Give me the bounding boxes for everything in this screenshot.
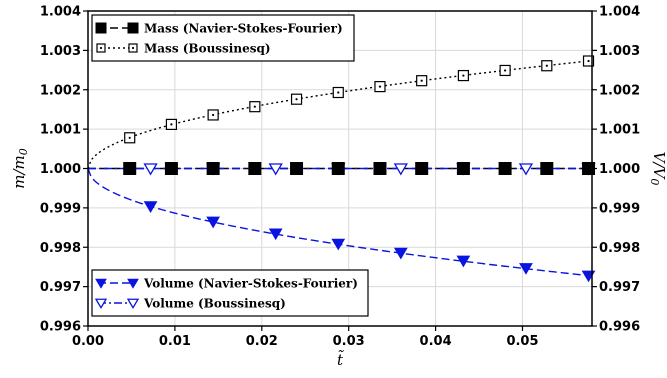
series-2-point-4 [393,247,408,260]
legend-marker-1-0-b [127,278,139,289]
y-right-tick-label-3: 0.999 [599,201,640,216]
x-tick-label-1: 0.01 [159,334,191,349]
legends: Mass (Navier-Stokes-Fourier) Mass (Boussi… [91,14,369,317]
legend-marker-0-0-b [127,22,139,34]
y-left-tick-label-3: 0.999 [40,201,81,216]
series-1-point-7 [416,75,428,87]
legend-label-0-1: Mass (Boussinesq) [144,42,271,56]
y-axis-left-title-sub: 0 [17,148,30,155]
series-0-point-9 [498,162,512,175]
series-0-point-4 [290,162,304,175]
y-axis-right-title-sub: 0 [648,178,661,185]
legend-marker-1-1-a [94,298,108,310]
x-tick-label-3: 0.03 [333,334,365,349]
y-right-tick-label-6: 1.002 [599,83,640,98]
series-3-point-0 [143,163,158,176]
series-0-point-7 [415,162,429,175]
x-tick-label-2: 0.02 [246,334,278,349]
ticks: 0.00 0.01 0.02 0.03 0.04 0.05 0.996 0.996 0.997 0… [40,5,640,350]
legend-marker-0-1-a [96,43,106,53]
x-axis-title: t̃ [337,350,344,369]
series-0-point-6 [373,162,387,175]
legend-label-1-0: Volume (Navier-Stokes-Fourier) [143,277,358,291]
y-right-tick-label-5: 1.001 [599,123,640,138]
y-left-tick-label-0: 0.996 [40,320,81,335]
series-3-point-4 [393,163,408,176]
series-2-point-2 [268,228,283,241]
series-1-point-10 [541,60,553,72]
y-left-tick-label-7: 1.003 [40,44,81,59]
legend-label-1-1: Volume (Boussinesq) [143,297,286,311]
series-2-point-5 [456,255,471,268]
series-1-point-5 [332,86,344,99]
series-line-1 [87,59,593,169]
x-tick-label-4: 0.04 [420,334,452,349]
y-right-tick-label-7: 1.003 [599,44,640,59]
x-tick-label-0: 0.00 [72,334,104,349]
series-2-point-6 [519,263,533,275]
y-axis-left-title: m/m0 [10,148,30,189]
y-right-tick-label-1: 0.997 [599,280,640,295]
series-line-2 [87,168,593,277]
series-1-point-4 [290,93,303,105]
series-1-point-9 [499,64,511,77]
series-0-point-2 [206,162,220,175]
y-axis-right-title: V/V0 [648,152,667,186]
series-1-point-0 [124,132,136,144]
series-0-point-1 [164,162,178,175]
y-right-tick-label-0: 0.996 [599,320,640,335]
legend-label-0-0: Mass (Navier-Stokes-Fourier) [144,22,343,36]
legend-marker-1-1-b [126,298,140,310]
series-3-point-2 [268,163,283,176]
legend-top-left: Mass (Navier-Stokes-Fourier) Mass (Boussi… [91,14,355,62]
series-1-point-8 [457,69,469,82]
series-2-point-1 [206,216,221,229]
legend-bottom-left: Volume (Navier-Stokes-Fourier) Volume (Bo… [91,269,369,317]
legend-frame-1 [91,269,369,317]
legend-marker-0-0-a [95,22,107,34]
y-left-tick-label-4: 1.000 [40,162,81,177]
y-left-tick-label-1: 0.997 [40,280,81,295]
legend-marker-1-0-a [95,278,107,289]
marker-layer [123,55,596,283]
series-2-point-0 [143,201,158,213]
y-right-tick-label-2: 0.998 [599,241,640,256]
series-0-point-8 [456,162,470,175]
y-axis-left-title-main: m/m [10,155,28,189]
y-left-tick-label-2: 0.998 [40,241,81,256]
series-2-point-3 [331,238,346,251]
y-left-tick-label-6: 1.002 [40,83,81,98]
series-0-point-5 [331,162,345,175]
series-1-point-3 [249,101,261,113]
y-right-tick-label-8: 1.004 [599,5,640,20]
series-0-point-0 [123,162,137,175]
series-0-point-10 [540,162,554,175]
series-3-point-6 [518,163,534,176]
x-tick-label-5: 0.05 [506,334,538,349]
series-1-point-2 [207,109,219,121]
series-1-point-1 [165,118,178,131]
series-0-point-3 [248,162,262,175]
series-1-point-6 [374,80,386,93]
series-1-point-11 [582,55,595,67]
y-axis-right-title-main: V/V [650,152,667,181]
y-right-tick-label-4: 1.000 [599,162,640,177]
legend-marker-0-1-b [128,43,138,53]
y-left-tick-label-8: 1.004 [40,5,81,20]
y-left-tick-label-5: 1.001 [40,123,81,138]
